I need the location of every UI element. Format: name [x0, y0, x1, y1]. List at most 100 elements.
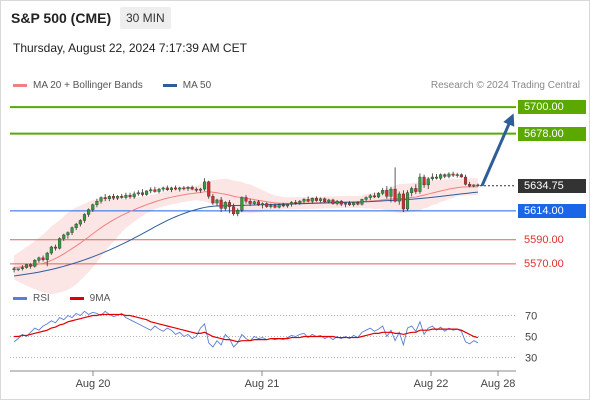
- candle-body: [82, 214, 87, 221]
- candle-body: [111, 196, 116, 199]
- candle-body: [182, 187, 186, 190]
- candle-body: [140, 192, 145, 195]
- candle-body: [463, 176, 468, 185]
- candle-body: [327, 199, 331, 202]
- candle: [455, 172, 459, 178]
- candle: [290, 201, 294, 207]
- candle-body: [397, 193, 401, 202]
- candle-body: [169, 187, 173, 190]
- candle: [95, 198, 99, 208]
- candle: [472, 184, 476, 188]
- candle: [99, 196, 103, 204]
- candle-body: [443, 174, 447, 177]
- candle: [140, 189, 145, 197]
- candle-body: [319, 198, 323, 201]
- candle-body: [124, 194, 128, 198]
- ma20-legend-label: MA 20 + Bollinger Bands: [33, 80, 143, 91]
- candle-body: [207, 181, 211, 197]
- candle: [294, 199, 298, 205]
- candle: [240, 196, 244, 213]
- candle-body: [294, 202, 298, 204]
- candle: [165, 185, 169, 191]
- candle: [252, 200, 256, 206]
- candle: [430, 173, 434, 181]
- candle: [447, 172, 451, 179]
- candle: [236, 208, 240, 217]
- candles-layer: [12, 167, 480, 273]
- candle: [414, 184, 418, 194]
- candle-body: [236, 210, 240, 215]
- candle-body: [87, 209, 91, 215]
- candle-body: [426, 178, 430, 186]
- candle-body: [306, 199, 310, 202]
- candle: [389, 186, 393, 203]
- candle: [405, 190, 410, 211]
- candle-body: [468, 184, 472, 187]
- candle-body: [20, 267, 24, 269]
- candle-body: [393, 188, 397, 202]
- candle-body: [281, 204, 285, 207]
- candle: [136, 190, 140, 196]
- candle: [120, 193, 124, 199]
- candle-body: [161, 187, 165, 190]
- candle: [422, 174, 426, 188]
- candle: [91, 203, 95, 213]
- candle-body: [41, 257, 45, 260]
- interval-selector[interactable]: 30 MIN: [120, 7, 171, 29]
- candle: [397, 191, 401, 205]
- candle: [37, 256, 41, 263]
- candle-body: [414, 188, 418, 192]
- candle: [319, 197, 323, 203]
- candle-body: [219, 199, 223, 209]
- candle-body: [410, 188, 414, 193]
- candle: [434, 174, 439, 180]
- rsi-layer: 70 50 30: [10, 311, 537, 365]
- candle: [261, 202, 265, 209]
- candle: [29, 263, 33, 269]
- candle: [174, 185, 178, 191]
- candle-body: [215, 199, 219, 204]
- candle: [310, 197, 314, 204]
- candle-body: [62, 234, 66, 239]
- candle: [182, 186, 186, 191]
- candle-body: [376, 193, 381, 198]
- candle-body: [186, 187, 190, 189]
- candle: [459, 173, 463, 178]
- candle-body: [240, 197, 244, 211]
- candle: [207, 180, 211, 199]
- candle-body: [107, 196, 111, 199]
- rsi-legend: RSI 9MA: [13, 293, 110, 304]
- candle: [82, 213, 87, 223]
- candle: [194, 187, 198, 193]
- forecast-arrow-head: [503, 113, 515, 127]
- candle: [198, 187, 202, 193]
- candle: [132, 191, 136, 199]
- candle: [107, 195, 111, 202]
- candle: [66, 231, 70, 239]
- candle: [335, 199, 339, 206]
- candle-body: [261, 203, 265, 205]
- candle: [327, 198, 331, 204]
- candle-body: [198, 188, 202, 191]
- candle-body: [364, 197, 368, 200]
- level-label-5614.00: 5614.00: [518, 203, 586, 218]
- candle-body: [459, 174, 463, 178]
- candle: [306, 196, 310, 203]
- rsi-tick-70: 70: [525, 311, 537, 323]
- candle-body: [310, 197, 314, 202]
- level-label-5634.75: 5634.75: [518, 178, 586, 193]
- candle: [58, 237, 62, 250]
- candle-body: [128, 194, 132, 198]
- rsi-line: [13, 310, 479, 348]
- candle: [385, 186, 389, 199]
- candle: [53, 244, 58, 251]
- rsi-tick-50: 50: [525, 332, 537, 344]
- candle-body: [78, 220, 82, 225]
- level-label-5590.00: 5590.00: [524, 233, 564, 246]
- candle-body: [368, 195, 372, 198]
- candle-body: [401, 193, 405, 210]
- candle-body: [339, 200, 343, 205]
- candle: [223, 201, 227, 211]
- candle: [49, 245, 53, 255]
